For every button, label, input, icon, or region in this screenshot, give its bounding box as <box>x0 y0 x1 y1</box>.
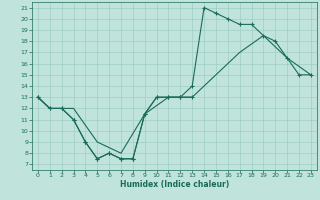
X-axis label: Humidex (Indice chaleur): Humidex (Indice chaleur) <box>120 180 229 189</box>
